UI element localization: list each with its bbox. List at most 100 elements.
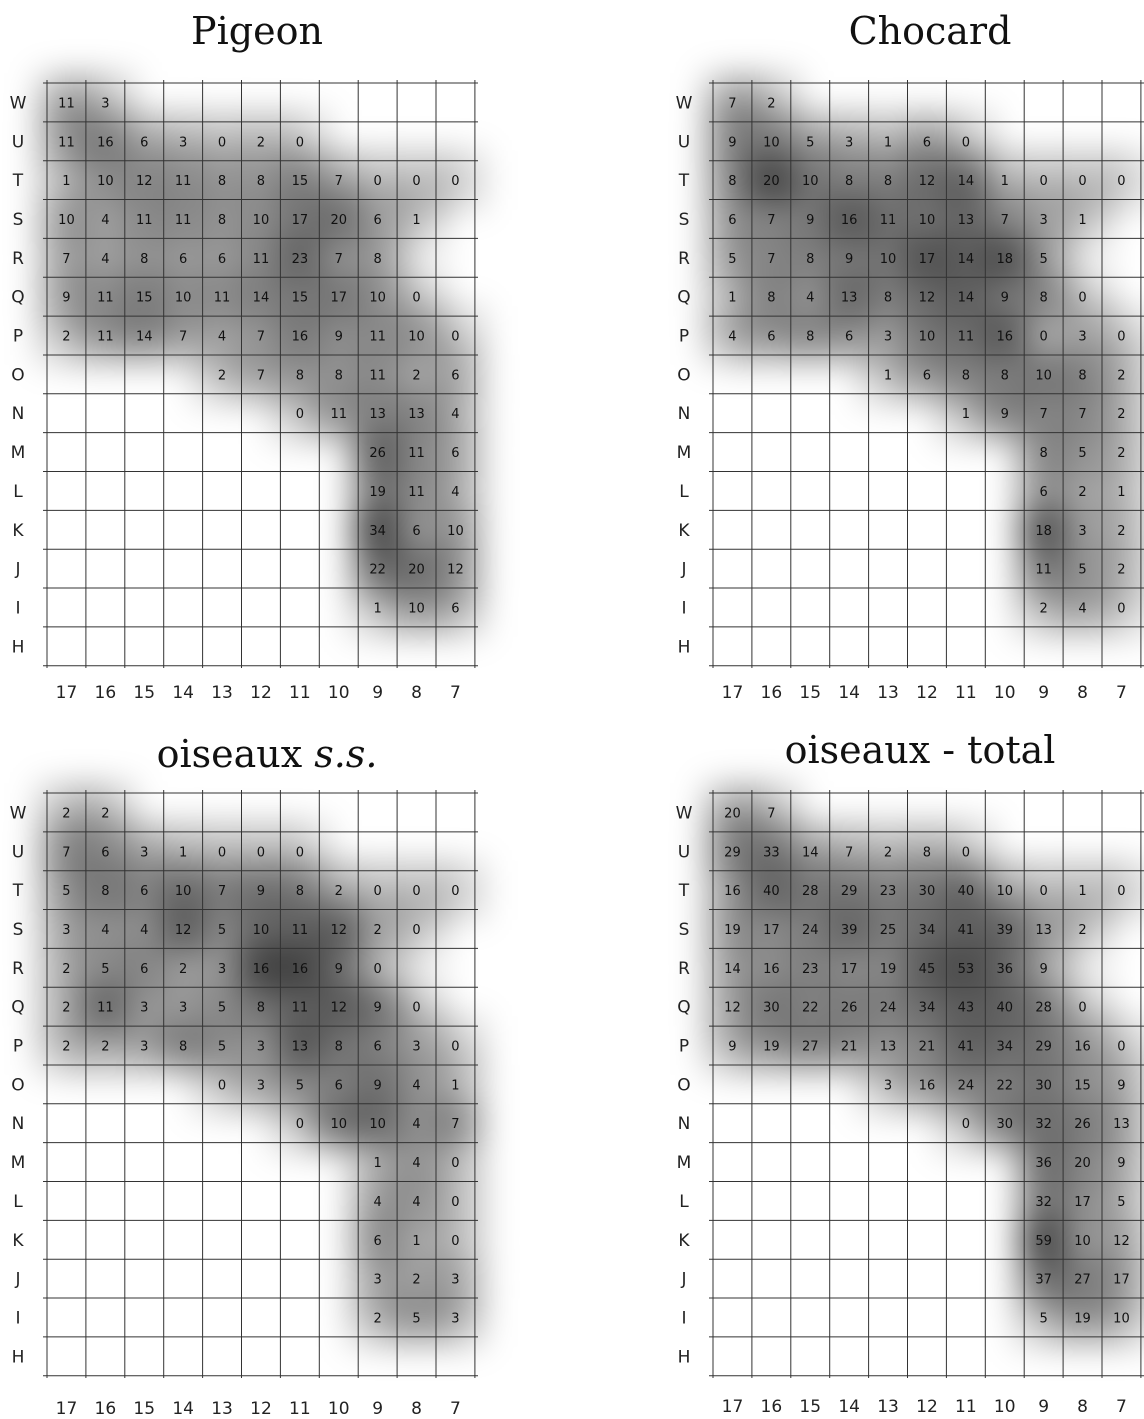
cell-value: 29 bbox=[724, 845, 741, 860]
row-label: U bbox=[12, 132, 24, 152]
cell-value: 12 bbox=[136, 174, 153, 189]
cell-value: 0 bbox=[218, 1078, 226, 1093]
cell-value: 9 bbox=[1001, 291, 1009, 306]
cell-value: 20 bbox=[330, 213, 347, 228]
row-label: R bbox=[12, 249, 24, 269]
cell-value: 19 bbox=[763, 1040, 780, 1055]
panel-title-text: Chocard bbox=[849, 9, 1012, 53]
cell-value: 7 bbox=[1078, 407, 1086, 422]
cell-value: 11 bbox=[292, 923, 309, 938]
cell-value: 0 bbox=[962, 1117, 970, 1132]
cell-value: 9 bbox=[335, 330, 343, 345]
cell-value: 22 bbox=[996, 1078, 1013, 1093]
cell-value: 8 bbox=[374, 252, 382, 267]
cell-value: 0 bbox=[412, 884, 420, 899]
cell-value: 2 bbox=[1078, 923, 1086, 938]
cell-value: 7 bbox=[257, 330, 265, 345]
cell-value: 34 bbox=[919, 1001, 936, 1016]
cell-value: 4 bbox=[374, 1195, 382, 1210]
cell-value: 14 bbox=[253, 291, 270, 306]
cell-value: 8 bbox=[1040, 446, 1048, 461]
cell-value: 4 bbox=[412, 1078, 420, 1093]
cell-value: 16 bbox=[763, 962, 780, 977]
panel-title-text: oiseaux - total bbox=[785, 728, 1056, 772]
cell-value: 22 bbox=[802, 1001, 819, 1016]
cell-value: 5 bbox=[101, 962, 109, 977]
cell-value: 13 bbox=[1035, 923, 1052, 938]
cell-value: 6 bbox=[374, 213, 382, 228]
cell-value: 5 bbox=[1078, 563, 1086, 578]
row-label: O bbox=[677, 1075, 690, 1095]
row-label: M bbox=[677, 443, 692, 463]
cell-value: 0 bbox=[451, 174, 459, 189]
cell-value: 1 bbox=[962, 407, 970, 422]
cell-value: 6 bbox=[140, 884, 148, 899]
cell-value: 3 bbox=[1078, 524, 1086, 539]
cell-value: 40 bbox=[763, 884, 780, 899]
cell-value: 0 bbox=[412, 291, 420, 306]
cell-value: 10 bbox=[1035, 368, 1052, 383]
cell-value: 59 bbox=[1035, 1234, 1052, 1249]
cell-value: 10 bbox=[253, 213, 270, 228]
cell-value: 4 bbox=[1078, 601, 1086, 616]
cell-value: 0 bbox=[1117, 330, 1125, 345]
cell-value: 2 bbox=[1117, 524, 1125, 539]
row-label: J bbox=[680, 1270, 686, 1290]
column-label: 17 bbox=[722, 1397, 744, 1417]
cell-value: 11 bbox=[408, 446, 425, 461]
cell-value: 22 bbox=[369, 563, 386, 578]
cell-value: 0 bbox=[1078, 174, 1086, 189]
cell-value: 36 bbox=[1035, 1156, 1052, 1171]
grid bbox=[709, 80, 1144, 668]
cell-value: 4 bbox=[140, 923, 148, 938]
cell-value: 16 bbox=[97, 135, 114, 150]
row-label: J bbox=[14, 1270, 20, 1290]
cell-value: 8 bbox=[257, 1001, 265, 1016]
cell-value: 1 bbox=[451, 1078, 459, 1093]
cell-value: 43 bbox=[958, 1001, 975, 1016]
cell-value: 11 bbox=[97, 330, 114, 345]
row-label: U bbox=[678, 132, 690, 152]
cell-value: 2 bbox=[1078, 485, 1086, 500]
cell-value: 34 bbox=[996, 1040, 1013, 1055]
cell-value: 1 bbox=[179, 845, 187, 860]
cell-value: 8 bbox=[1078, 368, 1086, 383]
cell-value: 4 bbox=[806, 291, 814, 306]
row-label: P bbox=[13, 327, 23, 347]
cell-value: 3 bbox=[140, 845, 148, 860]
column-label: 10 bbox=[328, 1399, 350, 1419]
cell-value: 20 bbox=[408, 563, 425, 578]
cell-value: 11 bbox=[58, 135, 75, 150]
panel-title-text: Pigeon bbox=[191, 9, 323, 53]
cell-value: 17 bbox=[330, 291, 347, 306]
cell-value: 3 bbox=[257, 1078, 265, 1093]
cell-value: 2 bbox=[412, 1273, 420, 1288]
cell-value: 2 bbox=[1117, 368, 1125, 383]
column-label: 13 bbox=[877, 683, 899, 703]
cell-value: 8 bbox=[728, 174, 736, 189]
cell-value: 12 bbox=[919, 291, 936, 306]
cell-value: 8 bbox=[179, 1040, 187, 1055]
cell-value: 18 bbox=[1035, 524, 1052, 539]
cell-value: 4 bbox=[451, 485, 459, 500]
cell-value: 16 bbox=[292, 330, 309, 345]
cell-value: 24 bbox=[802, 923, 819, 938]
cell-value: 7 bbox=[767, 806, 775, 821]
cell-value: 45 bbox=[919, 962, 936, 977]
panel-title: Pigeon bbox=[191, 9, 323, 53]
cell-value: 4 bbox=[101, 923, 109, 938]
cell-value: 13 bbox=[958, 213, 975, 228]
row-label: O bbox=[11, 1075, 24, 1095]
row-label: T bbox=[678, 881, 690, 901]
cell-value: 3 bbox=[140, 1001, 148, 1016]
cell-value: 8 bbox=[884, 291, 892, 306]
panel-title-text: oiseaux bbox=[157, 732, 315, 776]
cell-value: 11 bbox=[214, 291, 231, 306]
cell-value: 7 bbox=[1040, 407, 1048, 422]
column-label: 11 bbox=[955, 683, 977, 703]
cell-value: 13 bbox=[292, 1040, 309, 1055]
cell-value: 3 bbox=[1040, 213, 1048, 228]
cell-value: 8 bbox=[884, 174, 892, 189]
column-label: 16 bbox=[95, 1399, 117, 1419]
cell-value: 26 bbox=[369, 446, 386, 461]
